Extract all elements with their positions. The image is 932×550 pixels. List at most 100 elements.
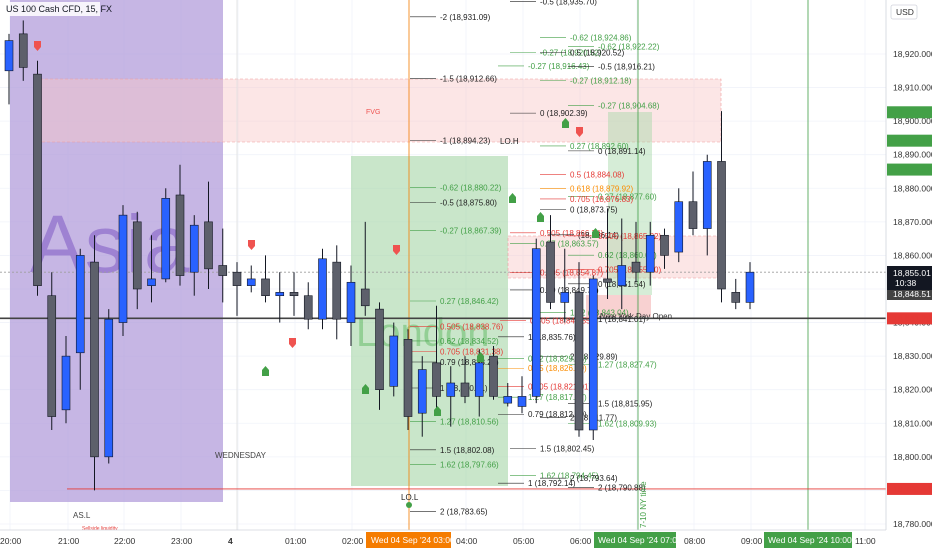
- bearish-marker: [248, 240, 255, 250]
- header-bg: [0, 2, 100, 16]
- candle-body: [104, 318, 114, 458]
- symbol-title[interactable]: US 100 Cash CFD, 15, FX: [6, 4, 112, 14]
- fib-label: -1 (18,894.23): [440, 137, 491, 146]
- candle-body: [603, 278, 612, 283]
- fib-label: 0.27 (18,877.60): [598, 192, 657, 201]
- candle-body: [460, 382, 470, 397]
- candle-body: [4, 40, 14, 72]
- bearish-marker: [289, 338, 296, 348]
- price-tick-label: 18,780.000: [893, 519, 932, 529]
- fib-label: 0.79 (18,828.25): [440, 358, 499, 367]
- time-tick-label: 01:00: [285, 536, 307, 546]
- time-tick-label: 08:00: [684, 536, 706, 546]
- candle-body: [588, 278, 598, 431]
- fib-label: 0.505 (18,866.74): [540, 229, 603, 238]
- green-target-zone: [608, 112, 652, 295]
- time-tick-label: 02:00: [342, 536, 364, 546]
- fib-label: 0.705 (18,831.38): [440, 347, 503, 356]
- fib-label: 1.62 (18,843.04): [570, 308, 629, 317]
- fib-label: 0.705 (18,821.01): [528, 382, 591, 391]
- candle-body: [232, 271, 242, 286]
- countdown-value: 10:38: [895, 278, 917, 288]
- price-axis[interactable]: [886, 0, 932, 530]
- time-tick-label: 05:00: [513, 536, 535, 546]
- time-badge-0300-text: Wed 04 Sep '24 03:00: [371, 535, 455, 545]
- london-low-label: LO.L: [401, 493, 419, 502]
- candle-body: [332, 261, 342, 320]
- candle-body: [474, 362, 484, 397]
- fib-label: -0.62 (18,924.86): [570, 34, 632, 43]
- candle-body: [631, 261, 641, 273]
- time-note-label: 7-10 NY time: [639, 481, 648, 528]
- fib-label: 2 (18,783.65): [440, 508, 488, 517]
- price-badge-text: 18,902.64: [893, 107, 931, 117]
- ny-open-label: New York Day Open: [600, 312, 672, 321]
- price-tick-label: 18,810.000: [893, 418, 932, 428]
- wednesday-label: WEDNESDAY: [215, 451, 267, 460]
- fib-label: 1.27 (18,810.56): [440, 417, 499, 426]
- fib-label: 1.5 (18,815.95): [598, 399, 653, 408]
- candle-body: [175, 194, 185, 276]
- fib-label: -0.27 (18,904.68): [598, 101, 660, 110]
- time-tick-label: 09:00: [741, 536, 763, 546]
- fib-label: 1 (18,835.76): [528, 333, 576, 342]
- bullish-marker: [562, 118, 569, 128]
- candle-body: [617, 265, 627, 286]
- fib-label: -0.27 (18,867.39): [440, 227, 502, 236]
- time-badge-1000-text: Wed 04 Sep '24 10:00: [768, 535, 852, 545]
- fib-label: 0 (18,891.14): [598, 147, 646, 156]
- time-badge-0700: [594, 532, 676, 548]
- fib-label: 0 (18,873.75): [570, 205, 618, 214]
- time-axis[interactable]: [0, 530, 932, 550]
- time-tick-label: 21:00: [58, 536, 80, 546]
- time-tick-label: 23:00: [171, 536, 193, 546]
- bullish-marker: [509, 193, 516, 203]
- fib-label: -1.5 (18,912.66): [440, 75, 497, 84]
- candle-body: [275, 292, 285, 297]
- fib-label: 0.62 (18,829.35): [528, 354, 587, 363]
- asia-session-zone: [10, 0, 223, 502]
- candle-body: [560, 292, 570, 303]
- candle-body: [403, 339, 413, 417]
- candle-body: [674, 201, 684, 253]
- candle-body: [503, 396, 513, 404]
- candle-body: [33, 73, 42, 286]
- candle-body: [574, 292, 584, 431]
- fib-label: -0.62 (18,880.22): [440, 184, 502, 193]
- fib-levels: -0.5 (18,935.70) -2 (18,931.09) -0.62 (18,…: [410, 0, 661, 517]
- fib-label: 0.27 (18,863.57): [540, 239, 599, 248]
- fib-label: 1.5 (18,802.08): [440, 446, 495, 455]
- candle-body: [389, 335, 399, 387]
- fib-label: 0.618 (18,879.92): [570, 185, 633, 194]
- price-tick-label: 18,800.000: [893, 452, 932, 462]
- fib-label: 0.505 (18,838.76): [440, 323, 503, 332]
- fib-label: 0.27 (18,892.60): [570, 142, 629, 151]
- fib-label: 1 (18,841.01): [598, 315, 646, 324]
- bullish-marker: [477, 352, 484, 362]
- currency-box[interactable]: [890, 4, 918, 20]
- candle-body: [531, 248, 541, 397]
- time-badge-1000: [764, 532, 852, 548]
- price-badges: 18,902.64 18,894.18 18,885.57 18,848.51 18,8…: [887, 106, 932, 495]
- candle-body: [303, 295, 313, 320]
- fib-label: 1.62 (18,797.66): [440, 461, 499, 470]
- time-tick-label: 06:00: [570, 536, 592, 546]
- fib-label: 0.5 (18,884.08): [570, 171, 625, 180]
- fib-label: 1.27 (18,827.47): [598, 361, 657, 370]
- candle-body: [318, 258, 327, 320]
- fib-label: 2 (18,793.64): [570, 474, 618, 483]
- candles: [4, 20, 755, 491]
- fvg-label: FVG: [366, 109, 380, 116]
- candle-body: [360, 288, 370, 307]
- candle-body: [745, 271, 755, 303]
- price-badge-text: 18,885.57: [893, 165, 931, 175]
- red-stop-zone: [586, 295, 651, 317]
- price-badge: [887, 134, 932, 147]
- candle-body: [517, 396, 527, 407]
- price-tick-label: 18,910.000: [893, 83, 932, 93]
- price-badge-text: 18,894.18: [893, 136, 931, 146]
- price-tick-label: 18,860.000: [893, 250, 932, 260]
- london-high-label: LO.H: [500, 137, 519, 146]
- fib-label: -0.27 (18,920.52): [540, 48, 602, 57]
